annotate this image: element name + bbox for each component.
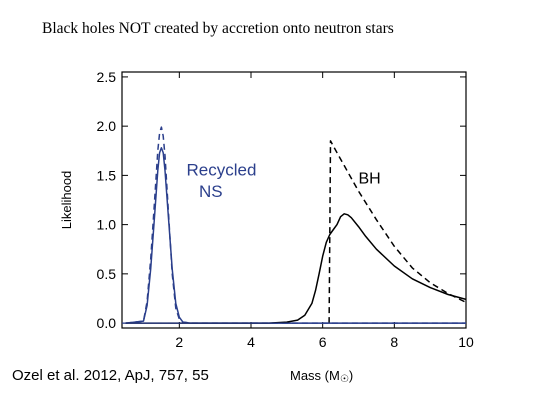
x-tick-label: 8: [390, 334, 398, 350]
labels-layer: 2 4 6 8 10 0.0 0.5 1.0 1.5 2.0 2.5 Recycled NS BH Mass…: [59, 69, 474, 385]
x-tick-label: 6: [319, 334, 327, 350]
citation: Ozel et al. 2012, ApJ, 757, 55: [12, 367, 209, 384]
annotation-1: NS: [199, 182, 223, 201]
series-ns-solid: [125, 147, 466, 324]
series-bh-solid: [125, 213, 467, 324]
x-tick-label: 10: [458, 334, 474, 350]
y-tick-label: 0.0: [97, 315, 117, 331]
x-axis-label: Mass (M☉): [290, 368, 353, 385]
series-ns-dashed: [125, 126, 466, 324]
x-tick-label: 2: [175, 334, 183, 350]
y-tick-label: 2.5: [97, 69, 117, 85]
annotation-2: BH: [359, 170, 381, 187]
x-axis-label-symbol: ☉: [340, 374, 349, 385]
y-tick-label: 2.0: [97, 118, 117, 134]
x-tick-label: 4: [247, 334, 255, 350]
y-tick-label: 0.5: [97, 266, 117, 282]
slide-title: Black holes NOT created by accretion ont…: [42, 20, 394, 37]
y-axis-label: Likelihood: [59, 171, 74, 230]
y-tick-label: 1.5: [97, 167, 117, 183]
plot-frame: [121, 71, 467, 329]
y-tick-label: 1.0: [97, 217, 117, 233]
x-axis-label-close: ): [349, 368, 353, 383]
series-layer: [122, 126, 467, 324]
axis-ticks: [122, 72, 467, 328]
series-bh-dashed: [328, 140, 467, 324]
annotation-0: Recycled: [187, 160, 257, 179]
